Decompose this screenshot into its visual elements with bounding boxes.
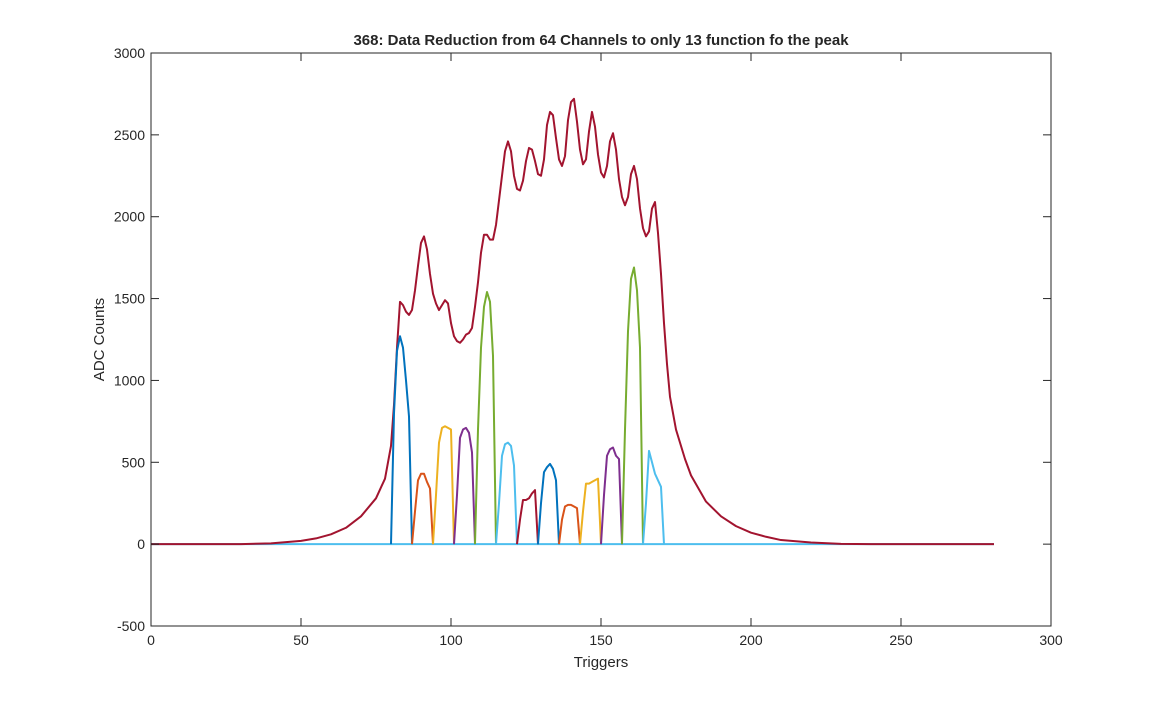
x-axis-label: Triggers	[574, 654, 628, 671]
y-tick-label: 1500	[114, 291, 145, 307]
envelope-line	[151, 97, 994, 546]
x-tick-label: 250	[889, 632, 913, 648]
channel-line-8	[537, 462, 560, 545]
y-tick-label: 0	[137, 536, 145, 552]
channel-line-9	[558, 503, 581, 545]
x-tick-label: 100	[439, 632, 463, 648]
y-tick-label: 2000	[114, 209, 145, 225]
channel-line-4	[453, 426, 476, 545]
channel-line-1	[390, 335, 413, 545]
x-tick-label: 50	[293, 632, 309, 648]
y-tick-label: 3000	[114, 45, 145, 61]
channel-line-13	[642, 449, 665, 545]
x-tick-label: 300	[1039, 632, 1063, 648]
channel-line-3	[432, 425, 455, 545]
x-tick-label: 150	[589, 632, 613, 648]
y-tick-label: -500	[117, 618, 145, 634]
y-tick-label: 2500	[114, 127, 145, 143]
x-tick-label: 200	[739, 632, 763, 648]
channel-line-6	[495, 441, 518, 545]
tick-layer: 0 50 100 150 200 250 300-500050010001500200025…	[114, 45, 1063, 648]
y-tick-label: 1000	[114, 372, 145, 388]
channel-line-7	[516, 489, 539, 545]
series-layer	[151, 97, 994, 546]
y-axis-label: ADC Counts	[91, 298, 108, 381]
y-tick-label: 500	[122, 454, 146, 470]
channel-line-5	[474, 291, 497, 545]
channel-line-12	[621, 266, 644, 545]
x-tick-label: 0	[147, 632, 155, 648]
channel-line-10	[579, 477, 602, 545]
channel-line-11	[600, 446, 623, 545]
chart-title: 368: Data Reduction from 64 Channels to …	[353, 32, 849, 49]
channel-line-2	[411, 472, 434, 545]
